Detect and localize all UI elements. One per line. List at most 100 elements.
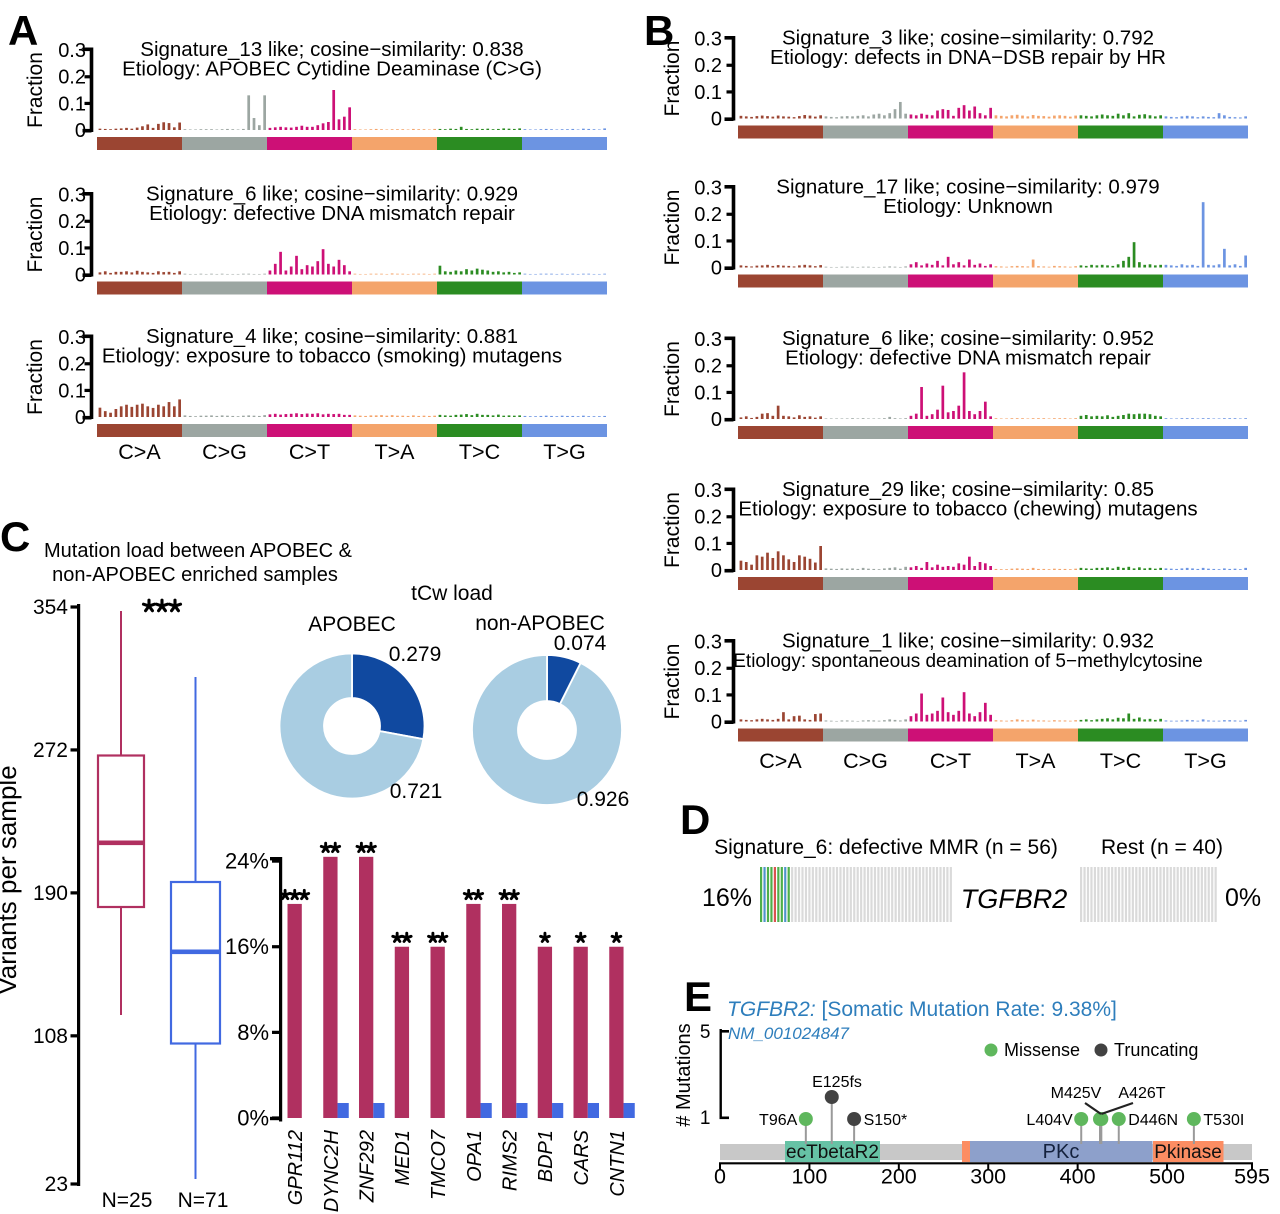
- svg-text:C>A: C>A: [118, 440, 161, 464]
- svg-text:T>G: T>G: [1184, 749, 1226, 773]
- svg-text:C: C: [0, 513, 30, 560]
- svg-text:OPA1: OPA1: [464, 1130, 486, 1182]
- svg-text:Etiology: exposure to tobacco: Etiology: exposure to tobacco (chewing) …: [738, 498, 1197, 521]
- svg-text:Signature_3 like; cosine−simil: Signature_3 like; cosine−similarity: 0.7…: [782, 27, 1154, 50]
- svg-text:500: 500: [1149, 1165, 1185, 1189]
- svg-text:B: B: [644, 7, 674, 54]
- svg-text:T>A: T>A: [374, 440, 415, 464]
- svg-text:0.3: 0.3: [58, 185, 86, 207]
- svg-text:DYNC2H: DYNC2H: [321, 1129, 343, 1212]
- svg-text:0: 0: [711, 712, 722, 734]
- svg-text:0.3: 0.3: [694, 480, 722, 502]
- svg-text:0.2: 0.2: [694, 356, 722, 378]
- svg-text:Missense: Missense: [1004, 1040, 1080, 1060]
- svg-text:0.2: 0.2: [694, 204, 722, 226]
- svg-text:Signature_6: defective MMR (n: Signature_6: defective MMR (n = 56): [714, 836, 1058, 859]
- svg-text:Etiology: exposure to tobacco: Etiology: exposure to tobacco (smoking) …: [102, 345, 562, 368]
- svg-text:T530I: T530I: [1203, 1112, 1244, 1129]
- svg-text:400: 400: [1060, 1165, 1096, 1189]
- svg-text:8%: 8%: [237, 1020, 269, 1045]
- svg-text:GPR112: GPR112: [285, 1130, 307, 1205]
- svg-text:T>G: T>G: [543, 440, 585, 464]
- svg-text:D446N: D446N: [1128, 1112, 1178, 1129]
- svg-text:Signature_29 like; cosine−simi: Signature_29 like; cosine−similarity: 0.…: [782, 478, 1154, 501]
- svg-text:595: 595: [1234, 1165, 1270, 1189]
- svg-text:Variants per sample: Variants per sample: [0, 765, 22, 994]
- svg-text:24%: 24%: [225, 849, 269, 874]
- svg-text:non-APOBEC enriched samples: non-APOBEC enriched samples: [52, 564, 338, 586]
- svg-text:TGFBR2: TGFBR2: [961, 884, 1068, 914]
- svg-text:0.2: 0.2: [694, 658, 722, 680]
- svg-text:Fraction: Fraction: [661, 341, 684, 417]
- svg-text:0.1: 0.1: [694, 382, 722, 404]
- svg-text:C>A: C>A: [759, 749, 802, 773]
- svg-text:0.2: 0.2: [58, 211, 86, 233]
- svg-text:T>C: T>C: [1100, 749, 1141, 773]
- svg-text:D: D: [680, 796, 710, 843]
- svg-text:A: A: [8, 7, 38, 54]
- svg-text:0: 0: [711, 560, 722, 582]
- svg-text:0.1: 0.1: [694, 685, 722, 707]
- svg-text:0.3: 0.3: [694, 178, 722, 200]
- svg-text:0: 0: [75, 265, 86, 287]
- svg-text:0.2: 0.2: [694, 55, 722, 77]
- svg-text:L404V: L404V: [1026, 1112, 1073, 1129]
- svg-text:E: E: [684, 973, 712, 1020]
- svg-text:Fraction: Fraction: [24, 197, 47, 273]
- svg-text:Etiology: APOBEC Cytidine Deam: Etiology: APOBEC Cytidine Deaminase (C>G…: [122, 58, 542, 81]
- svg-text:tCw load: tCw load: [411, 582, 493, 605]
- svg-text:NM_001024847: NM_001024847: [728, 1024, 850, 1043]
- svg-text:TGFBR2: [Somatic Mutation Rate: TGFBR2: [Somatic Mutation Rate: 9.38%]: [727, 998, 1117, 1021]
- svg-text:Signature_6 like; cosine−simil: Signature_6 like; cosine−similarity: 0.9…: [782, 327, 1154, 350]
- svg-text:C>G: C>G: [202, 440, 247, 464]
- svg-text:T96A: T96A: [759, 1112, 798, 1129]
- svg-text:0: 0: [75, 120, 86, 142]
- svg-text:Fraction: Fraction: [661, 492, 684, 568]
- svg-text:T>C: T>C: [459, 440, 500, 464]
- svg-text:APOBEC: APOBEC: [308, 613, 396, 636]
- svg-text:0.074: 0.074: [554, 632, 607, 655]
- svg-text:Fraction: Fraction: [661, 41, 684, 117]
- svg-text:TMCO7: TMCO7: [428, 1129, 450, 1200]
- svg-text:0: 0: [711, 409, 722, 431]
- svg-text:Etiology: defects in DNA−DSB r: Etiology: defects in DNA−DSB repair by H…: [770, 46, 1166, 69]
- svg-text:S150*: S150*: [864, 1112, 908, 1129]
- svg-text:ecTbetaR2: ecTbetaR2: [786, 1142, 879, 1163]
- svg-text:Etiology: defective DNA mismat: Etiology: defective DNA mismatch repair: [149, 202, 515, 225]
- svg-text:Signature_17 like; cosine−simi: Signature_17 like; cosine−similarity: 0.…: [776, 176, 1159, 199]
- svg-text:16%: 16%: [225, 934, 269, 959]
- svg-text:100: 100: [791, 1165, 827, 1189]
- svg-text:MED1: MED1: [392, 1130, 414, 1186]
- svg-text:0.721: 0.721: [390, 780, 443, 803]
- svg-text:Fraction: Fraction: [661, 190, 684, 266]
- svg-text:272: 272: [33, 739, 68, 762]
- svg-text:0.3: 0.3: [694, 329, 722, 351]
- svg-text:N=25: N=25: [102, 1189, 153, 1212]
- svg-text:Fraction: Fraction: [24, 52, 47, 128]
- svg-text:108: 108: [33, 1025, 68, 1048]
- svg-text:23: 23: [45, 1173, 68, 1196]
- svg-text:0%: 0%: [237, 1106, 269, 1131]
- svg-text:CNTN1: CNTN1: [607, 1130, 629, 1197]
- svg-text:354: 354: [33, 596, 68, 619]
- svg-text:16%: 16%: [702, 884, 752, 912]
- svg-text:0.3: 0.3: [694, 29, 722, 51]
- svg-text:ZNF292: ZNF292: [357, 1130, 379, 1203]
- svg-text:0.1: 0.1: [694, 533, 722, 555]
- svg-text:Etiology: spontaneous deaminat: Etiology: spontaneous deamination of 5−m…: [733, 651, 1203, 672]
- svg-text:PKc: PKc: [1043, 1141, 1080, 1163]
- svg-text:non-APOBEC: non-APOBEC: [475, 612, 605, 635]
- svg-text:0.1: 0.1: [58, 93, 86, 115]
- svg-text:0: 0: [714, 1165, 726, 1189]
- svg-text:BDP1: BDP1: [535, 1130, 557, 1182]
- svg-text:0.3: 0.3: [694, 632, 722, 654]
- svg-text:Etiology: defective DNA mismat: Etiology: defective DNA mismatch repair: [785, 347, 1151, 370]
- svg-text:T>A: T>A: [1015, 749, 1056, 773]
- svg-text:0.2: 0.2: [58, 354, 86, 376]
- svg-text:Etiology: Unknown: Etiology: Unknown: [883, 195, 1053, 218]
- svg-text:0.926: 0.926: [577, 788, 630, 811]
- svg-text:300: 300: [970, 1165, 1006, 1189]
- svg-text:0.2: 0.2: [58, 67, 86, 89]
- svg-text:Truncating: Truncating: [1114, 1040, 1198, 1060]
- svg-text:Fraction: Fraction: [24, 339, 47, 415]
